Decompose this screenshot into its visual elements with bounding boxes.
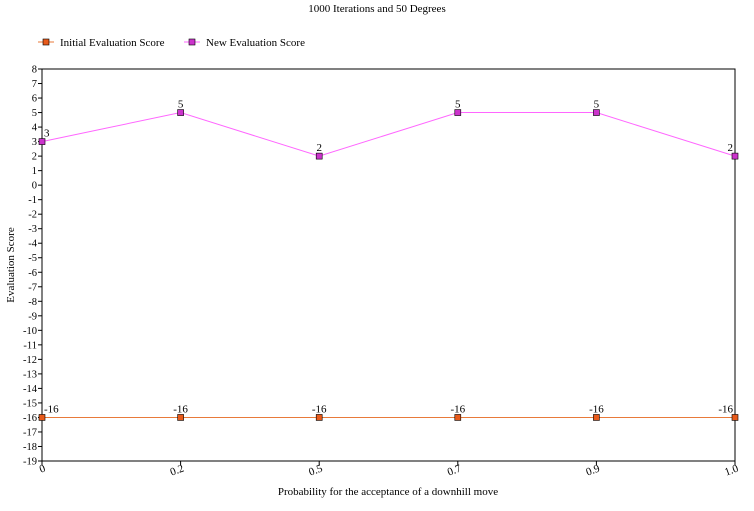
y-tick-label: -3	[28, 224, 37, 235]
legend-label-new: New Evaluation Score	[206, 37, 305, 49]
x-axis: 0 0.2 0.5 0.7 0.9 1.0	[38, 461, 740, 479]
data-point	[454, 109, 462, 116]
y-tick-label: 6	[32, 94, 37, 105]
y-axis: 8 7 6 5 4 3 2 1 0 -1 -2 -3 -4 -5 -6 -7 -8 -9 -10 -11 -12 -13 -…	[23, 65, 42, 468]
x-tick-label: 0.2	[169, 463, 186, 479]
data-point	[315, 414, 323, 421]
y-tick-label: 2	[32, 152, 37, 163]
y-tick-label: 5	[32, 108, 37, 119]
chart-title: 1000 Iterations and 50 Degrees	[308, 3, 445, 15]
legend-marker-new	[188, 38, 196, 46]
data-label: -16	[44, 403, 59, 415]
data-point	[731, 152, 739, 160]
y-tick-label: -4	[28, 239, 37, 250]
y-tick-label: -14	[23, 384, 38, 395]
y-tick-label: -6	[28, 268, 37, 279]
x-tick-label: 0	[38, 462, 48, 475]
y-tick-label: 1	[32, 166, 37, 177]
series-line-new	[41, 112, 736, 157]
data-label: 5	[594, 99, 600, 111]
legend-marker-initial	[42, 38, 50, 46]
data-label: -16	[173, 403, 188, 415]
y-tick-label: -15	[23, 398, 37, 409]
y-tick-label: 8	[32, 65, 37, 76]
data-point	[177, 414, 184, 421]
x-axis-label: Probability for the acceptance of a down…	[278, 486, 498, 498]
legend-item-initial: Initial Evaluation Score	[38, 37, 165, 49]
legend: Initial Evaluation Score New Evaluation …	[38, 37, 305, 49]
data-point	[454, 414, 462, 421]
y-tick-label: -12	[23, 355, 37, 366]
data-point	[177, 109, 184, 116]
series-layer: -16 -16 -16 -16 -16 -16 3 5 2 5 5 2	[38, 99, 739, 421]
data-point	[38, 138, 46, 145]
y-tick-label: -10	[23, 326, 37, 337]
y-tick-label: -13	[23, 369, 37, 380]
x-tick-label: 0.9	[584, 462, 601, 478]
y-tick-label: -1	[28, 195, 37, 206]
y-tick-label: 0	[32, 181, 37, 192]
y-tick-label: -2	[28, 210, 37, 221]
data-label: 2	[316, 142, 322, 154]
data-label: 5	[178, 99, 184, 111]
y-tick-label: -7	[28, 282, 37, 293]
y-tick-label: -8	[28, 297, 37, 308]
data-label: 5	[455, 99, 461, 111]
data-label: -16	[589, 403, 604, 415]
data-label: -16	[718, 403, 733, 415]
y-tick-label: 3	[32, 137, 37, 148]
y-tick-label: -16	[23, 413, 37, 424]
data-label: 2	[728, 142, 734, 154]
y-tick-label: -19	[23, 457, 37, 468]
plot-area	[41, 68, 736, 462]
data-label: -16	[312, 403, 327, 415]
y-axis-label: Evaluation Score	[5, 227, 17, 303]
data-point	[315, 152, 323, 160]
data-label: -16	[450, 403, 465, 415]
data-label: 3	[44, 128, 50, 140]
y-tick-label: 4	[32, 123, 38, 134]
data-point	[731, 414, 739, 421]
legend-item-new: New Evaluation Score	[184, 37, 305, 49]
legend-label-initial: Initial Evaluation Score	[60, 37, 165, 49]
data-point	[593, 414, 600, 421]
x-tick-label: 1.0	[723, 462, 740, 478]
y-tick-label: -18	[23, 442, 37, 453]
data-point	[38, 414, 46, 421]
y-tick-label: 7	[32, 79, 37, 90]
x-tick-label: 0.7	[446, 462, 463, 478]
series-new: 3 5 2 5 5 2	[38, 99, 739, 160]
y-tick-label: -17	[23, 427, 37, 438]
y-tick-label: -9	[28, 311, 37, 322]
series-initial: -16 -16 -16 -16 -16 -16	[38, 403, 739, 421]
data-point	[593, 109, 600, 116]
y-tick-label: -5	[28, 253, 37, 264]
x-tick-label: 0.5	[307, 462, 324, 478]
y-tick-label: -11	[23, 340, 37, 351]
